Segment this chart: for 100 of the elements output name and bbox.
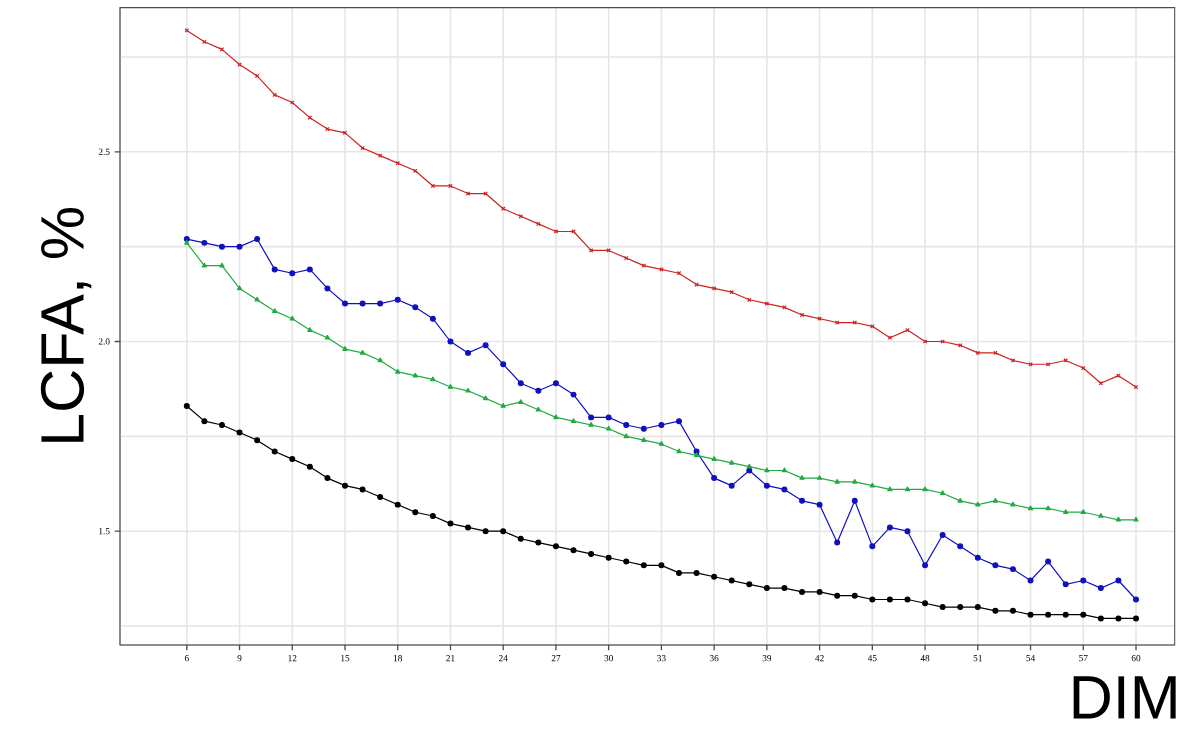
y-axis-title: LCFA, % <box>40 208 92 442</box>
point <box>271 266 278 273</box>
point <box>1009 607 1016 614</box>
x-tick-label: 33 <box>657 655 666 662</box>
x-tick-label: 42 <box>815 655 824 662</box>
point <box>359 349 366 355</box>
point <box>1027 577 1034 584</box>
point <box>887 486 893 492</box>
point <box>1080 509 1086 515</box>
point <box>922 562 929 569</box>
point <box>992 497 999 503</box>
point <box>517 535 524 542</box>
x-tick-label: 15 <box>341 655 350 662</box>
point <box>623 255 629 261</box>
point <box>377 153 383 158</box>
point <box>254 437 261 444</box>
point <box>869 543 876 550</box>
point <box>483 191 488 196</box>
point <box>306 266 313 273</box>
point <box>201 239 208 246</box>
point <box>940 339 945 344</box>
point <box>746 581 753 588</box>
point <box>992 607 999 614</box>
point <box>763 482 770 489</box>
point <box>552 543 559 550</box>
point <box>1133 596 1139 603</box>
point <box>236 285 243 291</box>
y-tick-label: 2.0 <box>98 338 110 345</box>
point <box>816 501 823 508</box>
x-tick-label: 18 <box>393 655 403 662</box>
x-tick-label: 57 <box>1079 655 1088 662</box>
point <box>728 482 735 489</box>
point <box>641 437 647 442</box>
point <box>711 286 717 291</box>
point <box>219 47 225 52</box>
point <box>412 304 419 311</box>
point <box>640 562 647 569</box>
point <box>429 513 436 520</box>
point <box>974 554 981 561</box>
point <box>781 486 788 493</box>
point <box>289 456 296 463</box>
point <box>605 425 612 431</box>
point <box>1097 615 1104 622</box>
point <box>1115 516 1122 522</box>
point <box>939 531 946 538</box>
point <box>1080 365 1086 371</box>
point <box>764 467 770 473</box>
point <box>1063 509 1069 515</box>
point <box>570 418 577 423</box>
point <box>430 376 436 382</box>
point <box>957 543 964 550</box>
point <box>834 478 840 484</box>
point <box>640 425 647 432</box>
point <box>536 221 541 227</box>
point <box>1010 501 1016 507</box>
point <box>552 380 559 387</box>
point <box>781 585 788 592</box>
point <box>465 349 472 356</box>
point <box>711 573 718 580</box>
point <box>254 296 260 302</box>
point <box>201 262 208 268</box>
point <box>623 433 629 439</box>
point <box>711 456 717 461</box>
point <box>307 327 313 332</box>
point <box>535 406 542 412</box>
point <box>993 350 998 356</box>
x-axis-title: DIM <box>1073 676 1176 719</box>
point <box>623 421 630 428</box>
point <box>324 285 331 292</box>
point <box>465 387 471 393</box>
x-tick-label: 39 <box>762 655 772 662</box>
y-tick-label: 2.5 <box>98 148 110 155</box>
point <box>728 577 735 584</box>
point <box>675 569 682 576</box>
point <box>817 316 822 322</box>
point <box>904 528 911 535</box>
point <box>1115 577 1122 584</box>
point <box>430 183 436 189</box>
x-tick-label: 21 <box>446 655 455 662</box>
point <box>675 418 682 425</box>
point <box>799 475 805 480</box>
point <box>763 585 770 592</box>
point <box>482 395 489 401</box>
point <box>886 524 893 531</box>
point <box>1028 361 1033 367</box>
point <box>325 126 330 132</box>
point <box>1097 585 1104 592</box>
point <box>746 463 752 469</box>
x-tick-label: 45 <box>867 655 877 662</box>
point <box>1010 358 1016 363</box>
point <box>272 308 278 313</box>
point <box>905 327 910 333</box>
point <box>992 562 999 569</box>
point <box>500 206 506 212</box>
point <box>676 448 682 454</box>
point <box>412 372 418 378</box>
point <box>202 39 207 45</box>
point <box>1080 577 1087 584</box>
point <box>1062 611 1069 618</box>
point <box>588 414 595 421</box>
